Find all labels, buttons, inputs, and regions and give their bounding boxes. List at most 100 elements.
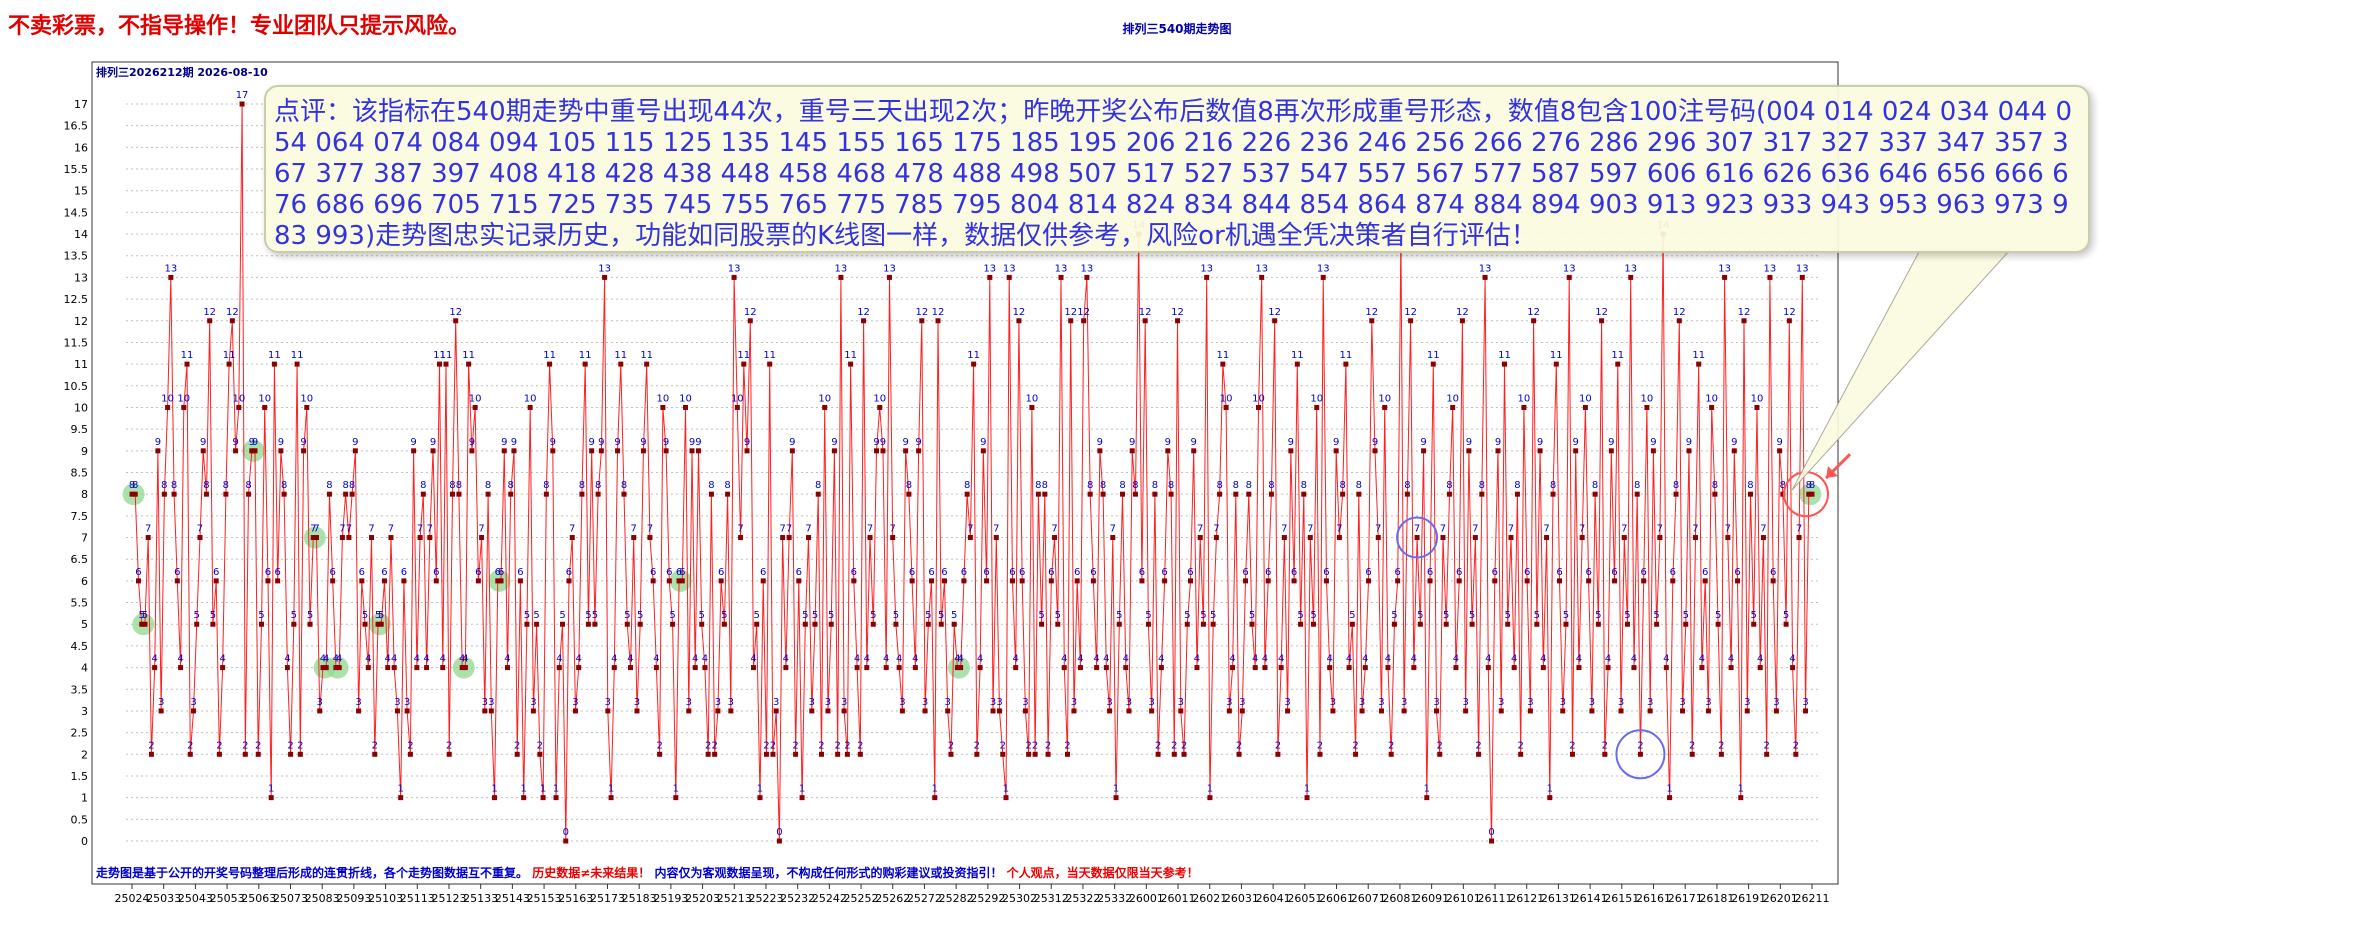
x-tick-label: 25193 [653,892,688,905]
data-label: 8 [1780,480,1786,491]
data-label: 4 [177,654,183,665]
data-label: 6 [1670,567,1676,578]
data-label: 7 [368,524,374,535]
data-label: 8 [223,480,229,491]
data-label: 9 [663,437,669,448]
data-label: 3 [1618,697,1624,708]
data-label: 2 [1352,740,1358,751]
data-point [213,578,219,584]
disclaimer-banner: 不卖彩票，不指导操作！专业团队只提示风险。 [8,13,471,39]
data-label: 4 [423,654,429,665]
data-point [1281,535,1287,541]
data-label: 7 [346,524,352,535]
data-label: 5 [258,610,264,621]
data-label: 3 [841,697,847,708]
data-label: 10 [1378,393,1391,404]
data-point [1052,535,1058,541]
data-label: 10 [232,393,245,404]
data-point [1149,708,1155,714]
data-point [268,795,274,801]
data-label: 2 [1437,740,1443,751]
data-label: 8 [579,480,585,491]
data-point [1417,621,1423,627]
data-label: 2 [1718,740,1724,751]
data-label: 7 [805,524,811,535]
data-point [388,535,394,541]
data-point [1421,448,1427,454]
data-label: 9 [588,437,594,448]
data-point [1521,404,1527,410]
data-point [1628,274,1634,280]
data-label: 7 [1760,524,1766,535]
data-point [168,274,174,280]
data-point [255,751,261,757]
data-label: 4 [702,654,708,665]
data-label: 5 [812,610,818,621]
data-point [407,751,413,757]
data-point [1330,708,1336,714]
data-point [741,361,747,367]
data-label: 4 [284,654,290,665]
data-label: 5 [699,610,705,621]
data-label: 11 [268,350,281,361]
data-label: 6 [851,567,857,578]
data-label: 8 [456,480,462,491]
data-point [958,665,964,671]
data-point [634,708,640,714]
data-label: 9 [352,437,358,448]
data-point [1696,361,1702,367]
data-label: 11 [543,350,556,361]
x-tick-label: 26091 [1414,892,1449,905]
data-point [1375,535,1381,541]
data-label: 4 [1262,654,1268,665]
data-label: 10 [1705,393,1718,404]
data-point [1385,665,1391,671]
data-point [650,578,656,584]
data-point [877,404,883,410]
data-label: 4 [1728,654,1734,665]
y-tick-label: 15 [74,185,88,198]
data-point [867,535,873,541]
data-point [1301,491,1307,497]
y-axis: 00.511.522.533.544.555.566.577.588.599.5… [64,98,89,848]
data-label: 5 [375,610,381,621]
y-tick-label: 7 [81,532,88,545]
data-label: 9 [1776,437,1782,448]
x-tick-label: 25043 [178,892,213,905]
data-label: 4 [783,654,789,665]
data-label: 8 [1806,480,1812,491]
data-label: 3 [317,697,323,708]
data-label: 4 [576,654,582,665]
data-point [844,751,850,757]
data-label: 7 [867,524,873,535]
data-point [540,795,546,801]
data-label: 6 [1556,567,1562,578]
data-label: 10 [161,393,174,404]
data-point [1728,665,1734,671]
data-point [1595,621,1601,627]
data-label: 10 [1446,393,1459,404]
data-point [1518,751,1524,757]
data-label: 4 [414,654,420,665]
data-point [1382,404,1388,410]
data-point [1553,361,1559,367]
data-point [275,578,281,584]
data-point [1288,448,1294,454]
data-label: 5 [210,610,216,621]
y-tick-label: 0.5 [71,813,89,826]
data-label: 8 [724,480,730,491]
data-point [265,578,271,584]
data-point [1320,274,1326,280]
data-label: 10 [873,393,886,404]
data-point [925,621,931,627]
data-point [1508,535,1514,541]
data-point [1032,751,1038,757]
data-point [1356,491,1362,497]
data-point [776,838,782,844]
data-label: 7 [1414,524,1420,535]
data-point [1427,578,1433,584]
data-point [1323,578,1329,584]
data-point [1680,708,1686,714]
data-point [1378,708,1384,714]
data-label: 6 [1048,567,1054,578]
